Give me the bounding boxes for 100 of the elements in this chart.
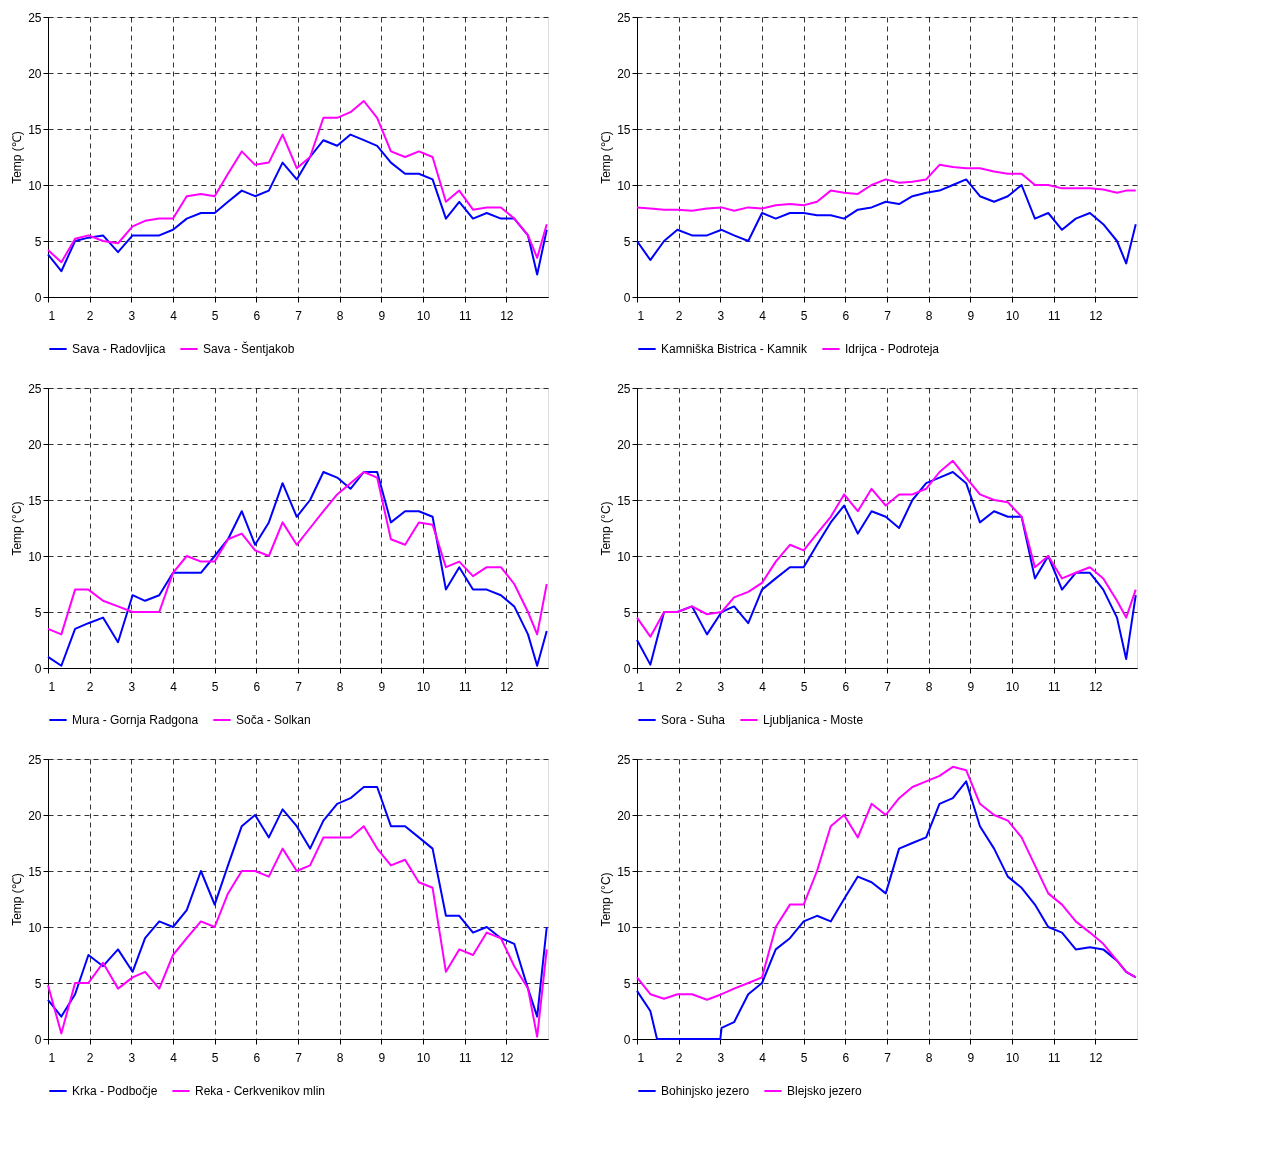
legend-label: Idrijca - Podroteja <box>845 342 940 356</box>
x-tick-label: 6 <box>842 1050 850 1065</box>
x-tick-label: 2 <box>675 679 683 694</box>
y-tick-label: 0 <box>34 290 42 305</box>
x-tick-label: 3 <box>128 1050 136 1065</box>
x-tick-label: 10 <box>416 308 431 323</box>
y-axis-title: Temp (°C) <box>599 501 614 556</box>
x-tick-label: 2 <box>86 308 94 323</box>
x-tick-label: 7 <box>295 308 303 323</box>
line-series <box>47 786 548 1018</box>
x-tick-label: 5 <box>211 1050 219 1065</box>
y-tick-label: 25 <box>28 381 42 396</box>
y-tick-label: 25 <box>28 10 42 25</box>
y-tick-label: 25 <box>28 752 42 767</box>
line-series <box>636 163 1137 212</box>
x-tick-label: 4 <box>759 308 767 323</box>
y-tick-label: 15 <box>28 493 42 508</box>
x-tick-label: 8 <box>925 679 933 694</box>
y-tick-label: 0 <box>623 1032 631 1047</box>
x-tick-label: 3 <box>128 679 136 694</box>
legend-label: Kamniška Bistrica - Kamnik <box>661 342 809 356</box>
x-tick-label: 8 <box>336 308 344 323</box>
legend-label: Sava - Šentjakob <box>203 341 295 356</box>
y-axis-title: Temp (℃) <box>10 873 25 926</box>
x-tick-label: 1 <box>48 308 56 323</box>
line-series <box>47 100 548 264</box>
y-tick-label: 10 <box>28 178 42 193</box>
y-tick-label: 25 <box>617 381 631 396</box>
x-tick-label: 12 <box>1089 679 1103 694</box>
y-tick-label: 15 <box>28 122 42 137</box>
x-tick-label: 4 <box>170 1050 178 1065</box>
y-tick-label: 5 <box>34 976 42 991</box>
x-tick-label: 10 <box>1005 308 1020 323</box>
x-tick-label: 3 <box>717 1050 725 1065</box>
x-tick-label: 9 <box>967 308 975 323</box>
x-tick-label: 4 <box>759 1050 767 1065</box>
y-tick-label: 5 <box>623 976 631 991</box>
y-tick-label: 20 <box>617 437 631 452</box>
x-tick-label: 1 <box>48 679 56 694</box>
y-tick-label: 25 <box>617 752 631 767</box>
x-tick-label: 10 <box>416 679 431 694</box>
x-tick-label: 1 <box>637 308 645 323</box>
x-tick-label: 5 <box>800 308 808 323</box>
y-tick-label: 5 <box>34 605 42 620</box>
y-tick-label: 0 <box>34 661 42 676</box>
y-tick-label: 5 <box>623 605 631 620</box>
x-tick-label: 1 <box>48 1050 56 1065</box>
legend-label: Soča - Solkan <box>236 713 311 727</box>
legend-label: Mura - Gornja Radgona <box>72 713 199 727</box>
legend-label: Ljubljanica - Moste <box>763 713 864 727</box>
line-series <box>47 471 548 636</box>
x-tick-label: 6 <box>253 1050 261 1065</box>
x-tick-label: 9 <box>378 679 386 694</box>
x-tick-label: 12 <box>500 679 514 694</box>
x-tick-label: 3 <box>717 679 725 694</box>
x-tick-label: 8 <box>925 308 933 323</box>
y-tick-label: 10 <box>617 549 631 564</box>
x-tick-label: 7 <box>884 1050 892 1065</box>
x-tick-label: 10 <box>416 1050 431 1065</box>
y-axis-title: Temp (℃) <box>10 131 25 184</box>
y-tick-label: 5 <box>623 234 631 249</box>
x-tick-label: 4 <box>759 679 767 694</box>
x-tick-label: 9 <box>967 1050 975 1065</box>
x-tick-label: 10 <box>1005 1050 1020 1065</box>
x-tick-label: 6 <box>253 679 261 694</box>
x-tick-label: 7 <box>295 679 303 694</box>
y-tick-label: 10 <box>28 549 42 564</box>
y-tick-label: 20 <box>28 66 42 81</box>
x-tick-label: 8 <box>336 1050 344 1065</box>
x-tick-label: 7 <box>884 308 892 323</box>
x-tick-label: 3 <box>128 308 136 323</box>
x-tick-label: 8 <box>925 1050 933 1065</box>
legend-label: Sava - Radovljica <box>72 342 166 356</box>
legend-label: Sora - Suha <box>661 713 726 727</box>
x-tick-label: 2 <box>86 679 94 694</box>
x-tick-label: 4 <box>170 679 178 694</box>
x-tick-label: 7 <box>295 1050 303 1065</box>
legend-label: Bohinjsko jezero <box>661 1084 750 1098</box>
x-tick-label: 4 <box>170 308 178 323</box>
y-tick-label: 0 <box>623 290 631 305</box>
x-tick-label: 6 <box>842 308 850 323</box>
x-tick-label: 11 <box>458 308 472 323</box>
x-tick-label: 12 <box>500 1050 514 1065</box>
y-tick-label: 0 <box>623 661 631 676</box>
x-tick-label: 5 <box>211 679 219 694</box>
x-tick-label: 11 <box>1047 308 1061 323</box>
x-tick-label: 1 <box>637 1050 645 1065</box>
legend-label: Reka - Cerkvenikov mlin <box>195 1084 326 1098</box>
y-tick-label: 5 <box>34 234 42 249</box>
y-tick-label: 10 <box>28 920 42 935</box>
y-axis-title: Temp (°C) <box>599 872 614 927</box>
x-tick-label: 12 <box>500 308 514 323</box>
x-tick-label: 11 <box>1047 679 1061 694</box>
x-tick-label: 8 <box>336 679 344 694</box>
x-tick-label: 11 <box>458 1050 472 1065</box>
line-series <box>636 765 1137 1001</box>
y-tick-label: 25 <box>617 10 631 25</box>
y-tick-label: 0 <box>34 1032 42 1047</box>
x-tick-label: 2 <box>86 1050 94 1065</box>
x-tick-label: 6 <box>842 679 850 694</box>
